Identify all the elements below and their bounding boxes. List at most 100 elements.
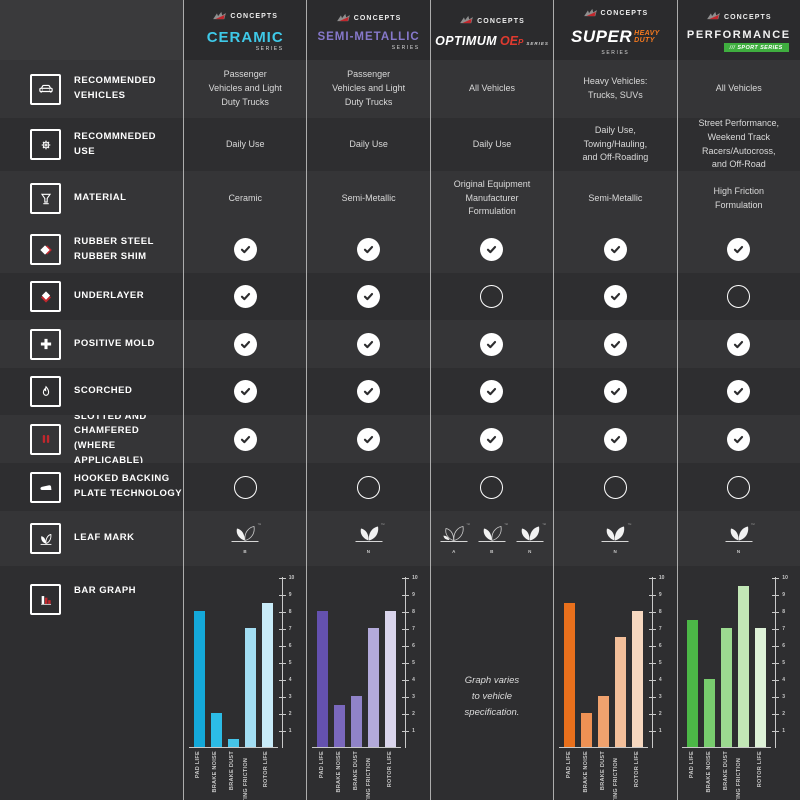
cell-hooked-backing-plate-semi-metallic — [306, 463, 430, 511]
cell-material-semi-metallic: Semi-Metallic — [306, 171, 430, 226]
axis-tick — [278, 663, 286, 664]
bar-1 — [210, 713, 222, 747]
brand-logo-text: CONCEPTS — [230, 13, 279, 21]
brand-eagle-icon — [336, 10, 351, 28]
check-circle-icon — [233, 285, 257, 308]
check-circle-icon — [357, 238, 381, 261]
axis-tick-label: 1 — [782, 728, 786, 734]
axis-tick — [278, 680, 286, 681]
bar-column — [209, 713, 224, 747]
cell-bar-graph-ceramic: 1 2 3 4 5 6 7 8 9 10 PAD LIFE BRAKE NOISE BRAKE DUST… — [183, 566, 307, 800]
row-label: POSITIVE MOLD — [74, 337, 155, 349]
axis-tick — [278, 714, 286, 715]
trademark-symbol: ™ — [750, 522, 755, 527]
flask-icon — [30, 183, 61, 214]
check-circle-icon — [603, 427, 627, 451]
cell-material-performance: High Friction Formulation — [676, 171, 800, 226]
bar-2 — [227, 738, 239, 747]
bar-column — [192, 611, 207, 747]
leaf-mark-letter: N — [613, 549, 618, 554]
axis-tick-label: 10 — [288, 575, 295, 581]
x-label: ROTOR LIFE — [633, 751, 640, 788]
check-circle-icon — [603, 332, 627, 356]
bar-column — [702, 679, 717, 747]
leaf-mark-icon: A ™ — [437, 522, 471, 554]
check-circle-icon — [480, 238, 504, 261]
axis-tick-label: 1 — [288, 728, 292, 734]
axis-tick-label: 2 — [412, 711, 415, 717]
bar-column — [226, 738, 241, 747]
axis-tick-label: 9 — [288, 592, 292, 598]
leaf-glyph — [352, 523, 386, 548]
axis-tick — [278, 595, 286, 596]
bar-column — [719, 628, 734, 747]
axis-tick-label: 8 — [288, 609, 292, 615]
plus-icon — [30, 328, 61, 360]
x-label: BRAKE NOISE — [212, 751, 219, 793]
row-label: UNDERLAYER — [74, 290, 145, 302]
axis-tick — [402, 714, 410, 715]
row-label: LEAF MARK — [74, 532, 135, 544]
x-label-wrap: ROTOR LIFE — [260, 751, 275, 800]
axis-line — [405, 577, 407, 748]
axis-tick — [648, 612, 656, 613]
series-header: CONCEPTS SUPER HEAVY DUTY SERIES — [554, 5, 676, 56]
series-name-block: SEMI-METALLIC SERIES — [317, 31, 419, 51]
axis-tick-label: 6 — [658, 643, 662, 649]
leaf-glyph — [228, 523, 262, 548]
brand-logo-text: CONCEPTS — [600, 10, 649, 17]
cell-slotted-chamfered-performance — [676, 415, 800, 463]
gear-icon — [30, 129, 61, 160]
cell-text: Semi-Metallic — [341, 192, 396, 203]
axis-tick — [772, 578, 780, 579]
check-circle-icon — [480, 332, 504, 356]
x-label-wrap: BRAKE NOISE — [702, 751, 717, 800]
axis-tick — [648, 595, 656, 596]
x-label-wrap: PAD LIFE — [562, 751, 577, 800]
cell-bar-graph-optimum-oep: Graph varies to vehicle specification. — [429, 566, 554, 800]
graph-note: Graph varies to vehicle specification. — [464, 675, 520, 719]
leaf-mark-letter: B — [243, 549, 248, 554]
cell-leaf-mark-optimum-oep: A ™ B ™ N ™ — [429, 511, 554, 566]
axis-tick — [648, 731, 656, 732]
x-label: ROTOR LIFE — [386, 751, 393, 788]
table-corner — [0, 0, 183, 60]
cell-positive-mold-super-heavy-duty — [553, 320, 677, 368]
series-header: CONCEPTS SEMI-METALLIC SERIES — [307, 10, 429, 51]
cell-recommended-vehicles-optimum-oep: All Vehicles — [429, 60, 554, 118]
axis-tick — [772, 646, 780, 647]
axis-tick — [278, 646, 286, 647]
cell-rubber-steel-rubber-shim-performance — [676, 226, 800, 273]
series-name-accent: OE — [499, 34, 518, 48]
brand-logo-text: CONCEPTS — [723, 13, 772, 21]
leaf-mark-letter: N — [736, 549, 741, 554]
bar-1 — [580, 713, 592, 747]
check-circle-icon — [727, 332, 751, 356]
cell-leaf-mark-performance: N ™ — [676, 511, 800, 566]
x-label: BRAKE DUST — [723, 751, 730, 791]
x-label: OPERATING FRICTION LEVEL — [242, 757, 249, 800]
cell-underlayer-optimum-oep — [429, 273, 554, 320]
cell-underlayer-ceramic — [183, 273, 307, 320]
check-circle-icon — [603, 380, 627, 403]
check-circle-icon — [727, 427, 751, 451]
leaf-mark-icon: N ™ — [352, 522, 386, 554]
row-header-underlayer: UNDERLAYER — [0, 273, 183, 320]
axis-tick — [402, 731, 410, 732]
check-circle-icon — [480, 380, 504, 403]
axis-tick-label: 3 — [412, 694, 415, 700]
bar-chart: 1 2 3 4 5 6 7 8 9 10 PAD LIFE BRAKE NOISE BRAKE DUST… — [188, 575, 302, 800]
x-label-wrap: BRAKE DUST — [226, 751, 241, 800]
row-header-recommended-vehicles: RECOMMENDED VEHICLES — [0, 60, 183, 118]
cell-text: Original Equipment Manufacturer Formulat… — [453, 178, 531, 217]
series-name: OPTIMUM — [435, 34, 497, 48]
row-header-scorched: SCORCHED — [0, 368, 183, 415]
chart-bars — [558, 578, 648, 748]
axis-tick-label: 1 — [658, 728, 662, 734]
cell-text: All Vehicles — [468, 83, 515, 94]
cell-text: Semi-Metallic — [588, 192, 643, 203]
axis-tick — [772, 612, 780, 613]
bar-column — [562, 602, 577, 747]
leaf-mark-icon: N ™ — [722, 522, 756, 554]
